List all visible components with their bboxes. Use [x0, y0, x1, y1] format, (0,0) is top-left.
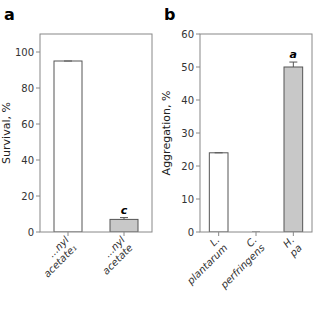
- y-tick: [196, 100, 200, 101]
- error-cap: [215, 152, 223, 153]
- x-tick: [256, 232, 257, 236]
- panel-label: a: [4, 5, 15, 24]
- bar: [209, 153, 228, 232]
- y-tick-label: 80: [21, 83, 34, 94]
- y-axis-label: Aggregation, %: [160, 91, 173, 176]
- x-tick-label: H.pa: [279, 234, 304, 259]
- y-tick-label: 10: [181, 194, 194, 205]
- bar: [54, 61, 82, 232]
- y-tick: [196, 232, 200, 233]
- y-tick: [36, 232, 40, 233]
- panel-label: b: [164, 5, 175, 24]
- x-tick: [218, 232, 219, 236]
- x-tick-label-line: acetate₁: [41, 242, 78, 279]
- x-tick-label-line: acetate: [100, 242, 135, 277]
- y-tick: [36, 160, 40, 161]
- marks: [54, 61, 138, 232]
- y-tick: [196, 166, 200, 167]
- y-axis-label: Survival, %: [0, 102, 13, 164]
- error-cap: [289, 62, 297, 63]
- x-tick-label: ...nylacetate: [92, 234, 135, 277]
- y-tick: [36, 88, 40, 89]
- y-tick-label: 40: [181, 95, 194, 106]
- y-tick-label: 0: [188, 227, 194, 238]
- error-cap: [64, 61, 72, 62]
- error-bar: [64, 61, 72, 62]
- y-tick: [196, 34, 200, 35]
- x-tick: [68, 232, 69, 236]
- bar: [284, 67, 303, 232]
- y-tick-label: 100: [15, 47, 34, 58]
- y-tick-label: 20: [181, 161, 194, 172]
- error-bar: [215, 152, 223, 153]
- y-tick-label: 30: [181, 128, 194, 139]
- x-tick: [124, 232, 125, 236]
- marks: [209, 62, 302, 232]
- plot-frame: [40, 34, 152, 232]
- error-bar: [120, 218, 128, 220]
- x-tick-label-line: perfringens: [218, 242, 267, 291]
- error-cap: [120, 217, 128, 218]
- x-tick-label-line: pa: [287, 242, 304, 259]
- x-tick: [293, 232, 294, 236]
- y-tick: [36, 52, 40, 53]
- error-line: [293, 62, 294, 67]
- significance-label: a: [290, 48, 297, 61]
- y-tick-label: 60: [181, 29, 194, 40]
- bar: [110, 219, 138, 232]
- y-tick-label: 60: [21, 119, 34, 130]
- x-tick-label: ...nylacetate₁: [34, 234, 79, 279]
- y-tick: [196, 133, 200, 134]
- y-tick: [36, 124, 40, 125]
- y-tick-label: 40: [21, 155, 34, 166]
- y-tick-label: 20: [21, 191, 34, 202]
- y-tick-label: 50: [181, 62, 194, 73]
- panel: a Survival, % c 0 20 40 60 80 100 ...nylacetate₁.…: [0, 5, 152, 279]
- y-tick: [196, 67, 200, 68]
- significance-label: c: [121, 204, 128, 217]
- chart-root: aSurvival, %c020406080100...nylacetate₁.…: [0, 0, 320, 320]
- error-bar: [289, 62, 297, 67]
- y-tick: [36, 196, 40, 197]
- y-tick-label: 0: [28, 227, 34, 238]
- y-tick: [196, 199, 200, 200]
- plot-frame: [200, 34, 312, 232]
- x-tick-label: C.perfringens: [210, 234, 267, 291]
- panel: bAggregation, %a0102030405060L.plantarum…: [160, 5, 312, 291]
